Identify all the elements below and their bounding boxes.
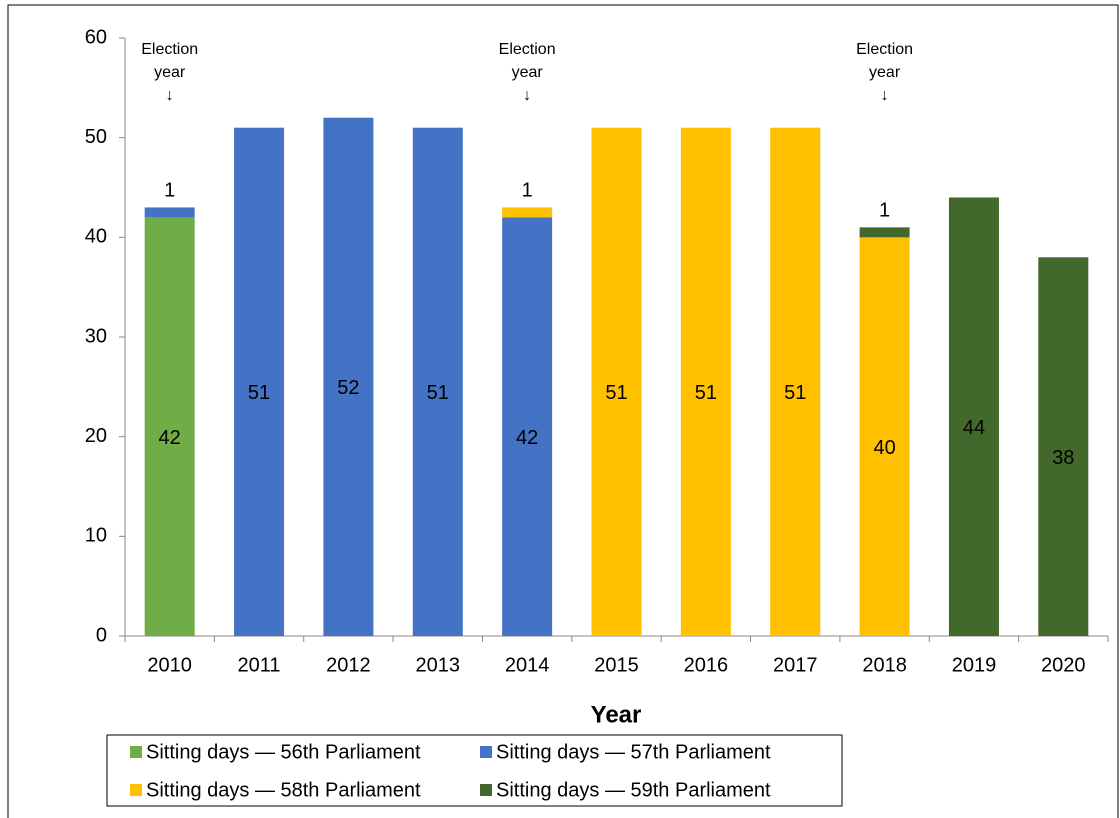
data-label: 44 [963,417,985,439]
data-label: 1 [522,180,533,202]
x-tick-label: 2011 [238,654,281,676]
y-tick-label: 0 [96,624,107,646]
y-tick-label: 60 [85,26,107,48]
annotation: year [869,64,901,81]
x-tick-label: 2018 [862,654,907,676]
legend [106,734,843,807]
bar-segment [948,197,999,636]
bar-segment [234,127,285,636]
annotation: Election [856,41,913,58]
y-tick-label: 20 [85,425,107,447]
annotation: Election [499,41,556,58]
legend-label: Sitting days — 59th Parliament [496,779,771,801]
data-label: 51 [248,382,270,404]
data-label: 42 [516,427,538,449]
bar-segment [144,217,195,636]
data-label: 40 [873,437,895,459]
legend-swatch [480,784,492,796]
bar-segment [591,127,642,636]
x-axis-label: Year [591,701,642,728]
bar-segment [412,127,463,636]
data-label: 51 [427,382,449,404]
x-tick-label: 2015 [594,654,639,676]
x-tick-label: 2017 [773,654,818,676]
data-label: 51 [695,382,717,404]
bar-segment [502,207,553,218]
legend-label: Sitting days — 57th Parliament [496,741,771,763]
y-tick-label: 10 [85,525,107,547]
bar-segment [770,127,821,636]
x-tick-label: 2013 [416,654,461,676]
x-tick-label: 2020 [1041,654,1086,676]
data-label: 38 [1052,447,1074,469]
bar-segment [502,217,553,636]
data-label: 52 [337,377,359,399]
data-label: 1 [164,180,175,202]
y-tick-label: 40 [85,226,107,248]
legend-label: Sitting days — 58th Parliament [146,779,421,801]
bar-segment [1038,257,1089,636]
frame [7,4,1119,818]
y-tick-label: 30 [85,325,107,347]
annotation: ↓ [166,87,174,104]
bar-segment [323,117,374,636]
annotation: year [154,64,186,81]
legend-swatch [130,784,142,796]
bar-segment [859,227,910,238]
data-label: 1 [879,200,890,222]
legend-label: Sitting days — 56th Parliament [146,741,421,763]
data-label: 51 [784,382,806,404]
annotation: ↓ [523,87,531,104]
y-tick-label: 50 [85,126,107,148]
legend-swatch [130,746,142,758]
data-label: 42 [159,427,181,449]
data-label: 51 [605,382,627,404]
bar-segment [144,207,195,218]
x-tick-label: 2014 [505,654,550,676]
x-tick-label: 2010 [147,654,192,676]
x-tick-label: 2019 [952,654,997,676]
bar-segment [859,237,910,637]
bar-segment [680,127,731,636]
annotation: ↓ [881,87,889,104]
annotation: Election [141,41,198,58]
legend-swatch [480,746,492,758]
x-tick-label: 2016 [684,654,729,676]
x-tick-label: 2012 [326,654,371,676]
annotation: year [512,64,544,81]
